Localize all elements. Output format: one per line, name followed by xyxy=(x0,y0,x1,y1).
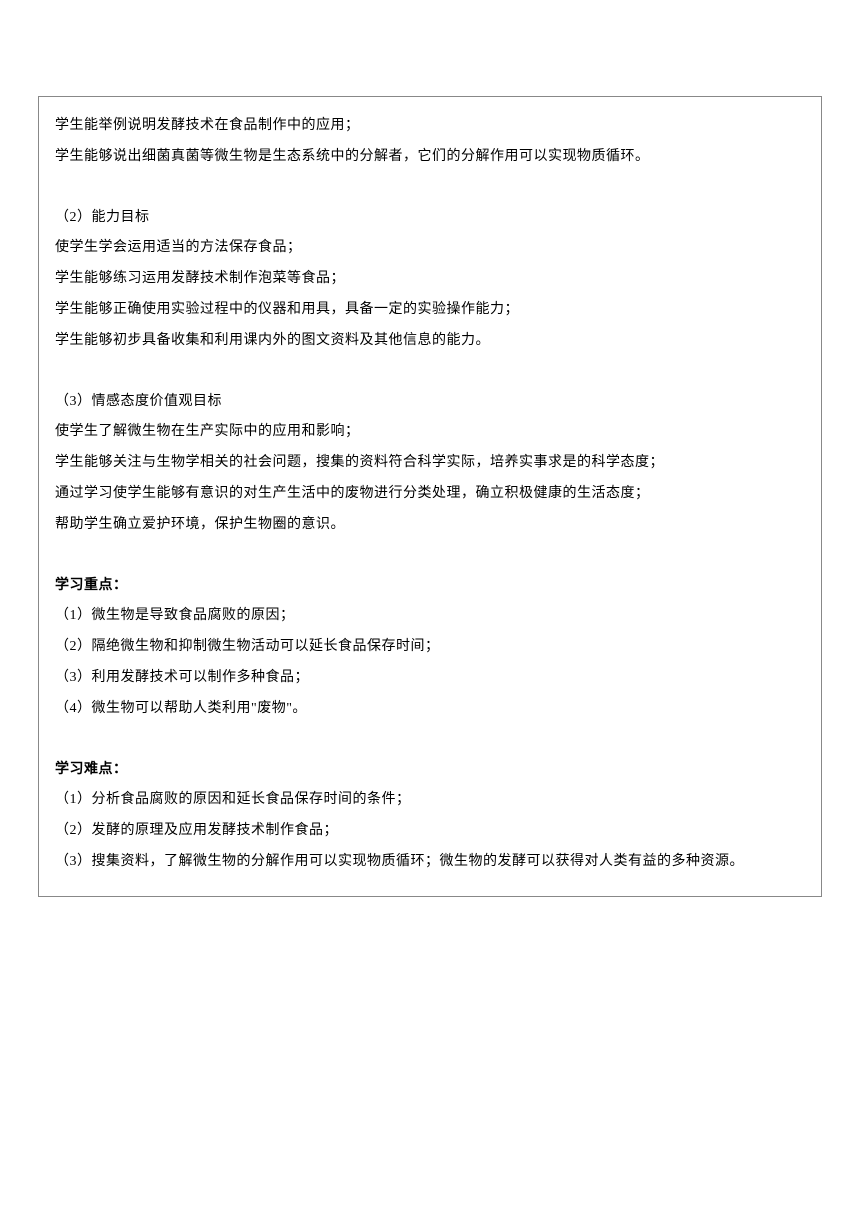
text-line: 帮助学生确立爱护环境，保护生物圈的意识。 xyxy=(55,510,805,541)
text-line: 使学生了解微生物在生产实际中的应用和影响； xyxy=(55,417,805,448)
section-heading-bold: 学习难点： xyxy=(55,755,805,786)
spacer xyxy=(55,541,805,571)
text-line: 使学生学会运用适当的方法保存食品； xyxy=(55,233,805,264)
text-line: 学生能够关注与生物学相关的社会问题，搜集的资料符合科学实际，培养实事求是的科学态… xyxy=(55,448,805,479)
text-line: 学生能够练习运用发酵技术制作泡菜等食品； xyxy=(55,264,805,295)
text-line: 学生能举例说明发酵技术在食品制作中的应用； xyxy=(55,111,805,142)
spacer xyxy=(55,725,805,755)
document-container: 学生能举例说明发酵技术在食品制作中的应用； 学生能够说出细菌真菌等微生物是生态系… xyxy=(0,0,860,917)
text-line: （3）搜集资料，了解微生物的分解作用可以实现物质循环；微生物的发酵可以获得对人类… xyxy=(55,847,805,878)
text-line: 学生能够说出细菌真菌等微生物是生态系统中的分解者，它们的分解作用可以实现物质循环… xyxy=(55,142,805,173)
text-line: （1）分析食品腐败的原因和延长食品保存时间的条件； xyxy=(55,785,805,816)
text-line: 学生能够初步具备收集和利用课内外的图文资料及其他信息的能力。 xyxy=(55,326,805,357)
text-line: （4）微生物可以帮助人类利用"废物"。 xyxy=(55,694,805,725)
section-heading: （3）情感态度价值观目标 xyxy=(55,387,805,418)
spacer xyxy=(55,357,805,387)
text-line: 通过学习使学生能够有意识的对生产生活中的废物进行分类处理，确立积极健康的生活态度… xyxy=(55,479,805,510)
text-line: （2）发酵的原理及应用发酵技术制作食品； xyxy=(55,816,805,847)
section-heading: （2）能力目标 xyxy=(55,203,805,234)
text-line: （1）微生物是导致食品腐败的原因； xyxy=(55,601,805,632)
section-heading-bold: 学习重点： xyxy=(55,571,805,602)
content-box: 学生能举例说明发酵技术在食品制作中的应用； 学生能够说出细菌真菌等微生物是生态系… xyxy=(38,96,822,897)
text-line: 学生能够正确使用实验过程中的仪器和用具，具备一定的实验操作能力； xyxy=(55,295,805,326)
text-line: （2）隔绝微生物和抑制微生物活动可以延长食品保存时间； xyxy=(55,632,805,663)
text-line: （3）利用发酵技术可以制作多种食品； xyxy=(55,663,805,694)
spacer xyxy=(55,173,805,203)
